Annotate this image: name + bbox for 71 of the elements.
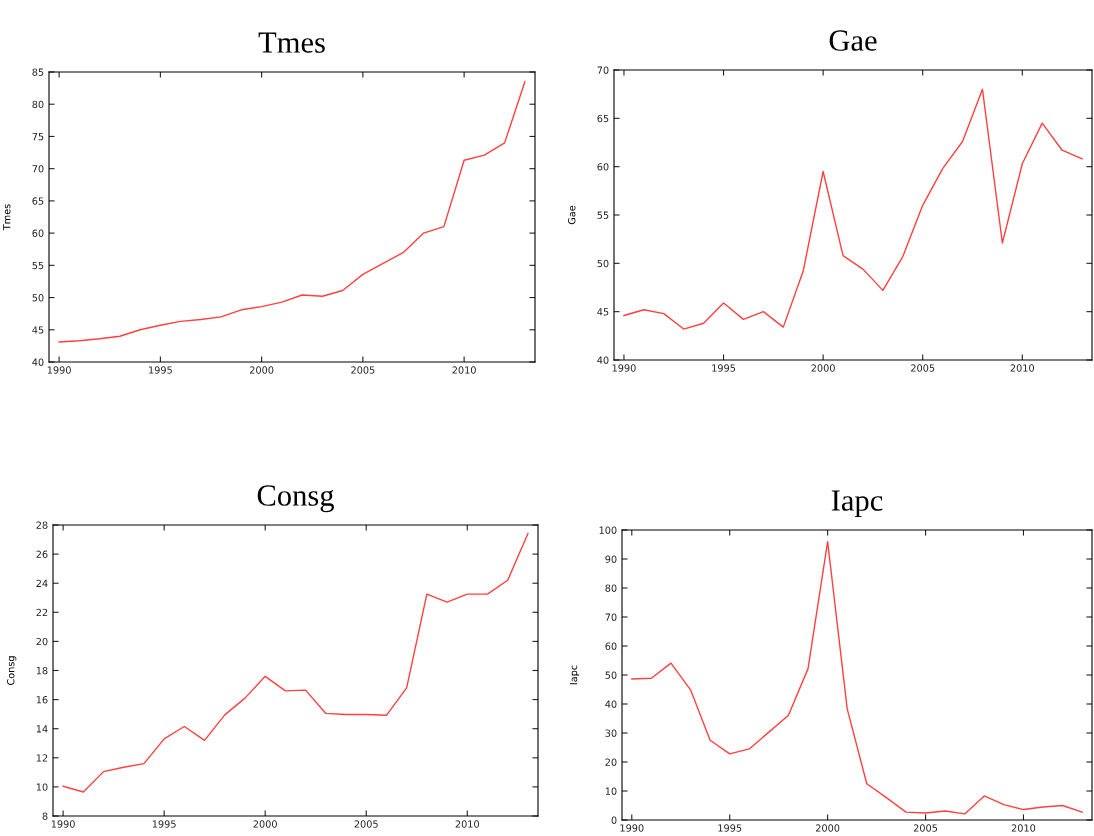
y-tick-label: 30 bbox=[605, 729, 617, 737]
y-tick-label: 55 bbox=[597, 211, 609, 219]
x-tick-label: 2005 bbox=[351, 366, 375, 374]
x-tick-label: 2000 bbox=[253, 820, 277, 828]
line-series bbox=[631, 540, 1083, 815]
x-tick-label: 2005 bbox=[913, 824, 938, 832]
y-tick-label: 85 bbox=[32, 68, 44, 76]
y-axis-title: Tmes bbox=[3, 204, 11, 231]
y-tick-label: 12 bbox=[36, 754, 48, 762]
y-tick-label: 40 bbox=[605, 700, 617, 708]
y-tick-label: 75 bbox=[32, 133, 44, 141]
y-tick-label: 14 bbox=[36, 725, 48, 733]
y-tick-label: 50 bbox=[605, 671, 617, 679]
y-tick-label: 26 bbox=[36, 550, 48, 558]
y-tick-label: 55 bbox=[32, 261, 44, 270]
chart-title: Consg bbox=[257, 485, 334, 513]
x-tick-label: 1995 bbox=[152, 820, 176, 828]
y-axis-title: Consg bbox=[7, 656, 17, 686]
x-tick-label: 2010 bbox=[455, 820, 479, 828]
x-tick-label: 2005 bbox=[354, 820, 378, 828]
x-tick-label: 1990 bbox=[620, 824, 644, 832]
y-tick-label: 65 bbox=[32, 197, 44, 205]
x-tick-label: 1990 bbox=[51, 820, 75, 828]
y-axis-title: Gae bbox=[568, 205, 576, 225]
y-tick-label: 90 bbox=[605, 555, 617, 563]
y-tick-label: 60 bbox=[32, 229, 44, 237]
y-tick-label: 100 bbox=[599, 526, 617, 534]
y-tick-label: 80 bbox=[605, 584, 617, 592]
line-series bbox=[62, 533, 529, 793]
y-tick-label: 10 bbox=[36, 783, 48, 791]
y-tick-label: 60 bbox=[605, 642, 617, 650]
x-tick-label: 2005 bbox=[911, 364, 935, 372]
x-tick-label: 1995 bbox=[718, 824, 742, 832]
y-tick-label: 45 bbox=[32, 326, 44, 334]
x-tick-label: 2000 bbox=[815, 824, 840, 832]
y-tick-label: 20 bbox=[605, 758, 617, 766]
x-tick-label: 2010 bbox=[1010, 364, 1035, 372]
y-tick-label: 70 bbox=[605, 613, 617, 621]
y-tick-label: 70 bbox=[597, 66, 609, 74]
x-tick-label: 1990 bbox=[47, 366, 71, 374]
y-tick-label: 18 bbox=[36, 666, 48, 675]
y-tick-label: 20 bbox=[36, 637, 48, 646]
y-tick-label: 40 bbox=[597, 356, 609, 364]
y-tick-label: 16 bbox=[36, 696, 48, 704]
y-tick-label: 24 bbox=[36, 579, 48, 587]
y-tick-label: 40 bbox=[32, 358, 44, 366]
x-tick-label: 1995 bbox=[712, 364, 736, 372]
x-tick-label: 1995 bbox=[149, 366, 172, 374]
line-series bbox=[623, 88, 1083, 330]
x-tick-label: 2000 bbox=[811, 364, 835, 372]
x-tick-label: 2010 bbox=[1011, 824, 1036, 832]
chart-title: Iapc bbox=[831, 490, 883, 518]
y-tick-label: 80 bbox=[32, 100, 44, 109]
y-tick-label: 60 bbox=[597, 163, 609, 171]
chart-title: Gae bbox=[829, 30, 877, 51]
y-tick-label: 50 bbox=[597, 259, 609, 268]
y-tick-label: 70 bbox=[32, 165, 44, 173]
y-tick-label: 10 bbox=[605, 787, 617, 795]
line-series bbox=[58, 80, 526, 343]
y-tick-label: 45 bbox=[597, 308, 609, 316]
x-tick-label: 1990 bbox=[612, 364, 636, 372]
y-axis-title: Iapc bbox=[570, 665, 580, 685]
y-tick-label: 65 bbox=[597, 114, 609, 123]
x-tick-label: 2000 bbox=[249, 366, 274, 374]
chart-title: Tmes bbox=[258, 32, 325, 53]
x-tick-label: 2010 bbox=[452, 366, 476, 374]
y-tick-label: 22 bbox=[36, 608, 48, 616]
y-tick-label: 28 bbox=[36, 521, 48, 529]
y-tick-label: 0 bbox=[611, 816, 617, 824]
y-tick-label: 8 bbox=[42, 812, 48, 820]
y-tick-label: 50 bbox=[32, 294, 44, 302]
